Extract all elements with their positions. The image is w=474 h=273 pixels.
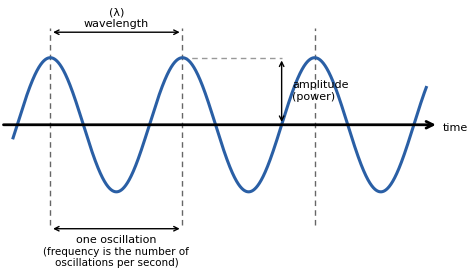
Text: one oscillation: one oscillation xyxy=(76,235,156,245)
Text: (frequency is the number of
oscillations per second): (frequency is the number of oscillations… xyxy=(44,247,189,268)
Text: time: time xyxy=(443,123,468,133)
Text: wavelength: wavelength xyxy=(84,19,149,29)
Text: (λ): (λ) xyxy=(109,7,124,17)
Text: amplitude
(power): amplitude (power) xyxy=(292,81,348,102)
